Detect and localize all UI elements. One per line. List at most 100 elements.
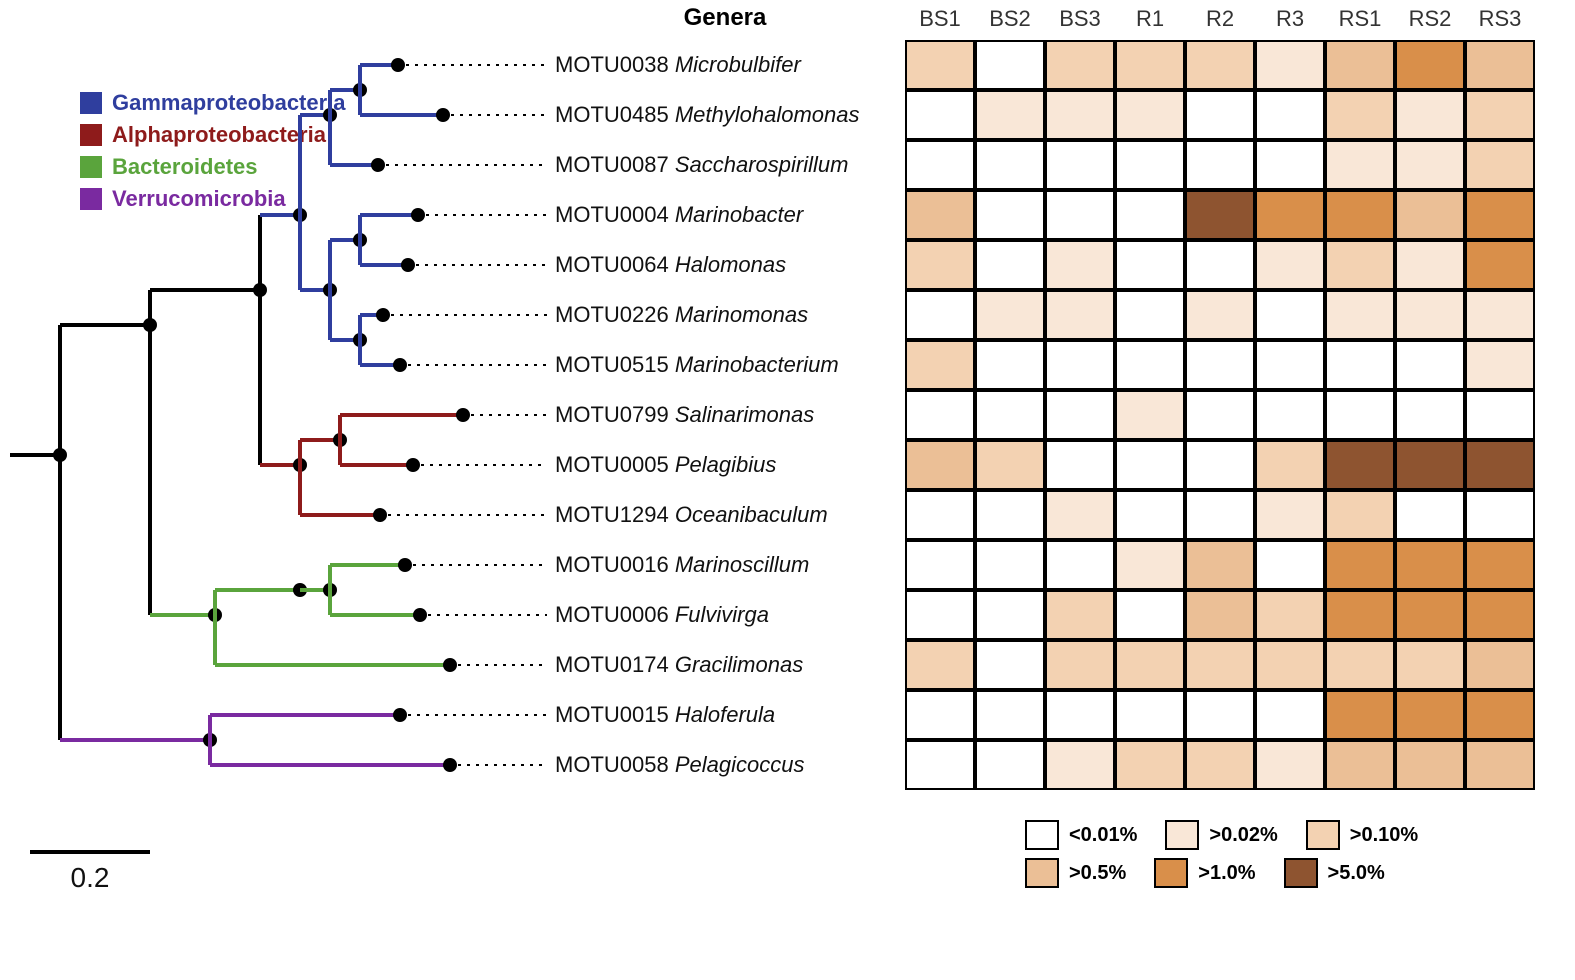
heatmap-cell — [1115, 590, 1185, 640]
heatmap-cell — [1325, 240, 1395, 290]
heatmap-cell — [1255, 540, 1325, 590]
heatmap-cell — [1045, 40, 1115, 90]
motu-id: MOTU0006 — [555, 602, 669, 627]
heatmap-cell — [1255, 240, 1325, 290]
motu-id: MOTU0038 — [555, 52, 669, 77]
heatmap-cell — [1185, 290, 1255, 340]
motu-id: MOTU0004 — [555, 202, 669, 227]
tree-node — [443, 758, 457, 772]
genus-name: Marinobacterium — [675, 352, 839, 377]
row-label: MOTU1294 Oceanibaculum — [555, 502, 828, 528]
heatmap-cell — [1255, 440, 1325, 490]
heatmap-cell — [1325, 690, 1395, 740]
heatmap-cell — [1045, 140, 1115, 190]
row-label: MOTU0015 Haloferula — [555, 702, 775, 728]
abundance-legend-item: >0.10% — [1306, 820, 1418, 850]
heatmap-cell — [1185, 690, 1255, 740]
heatmap-cell — [975, 240, 1045, 290]
heatmap-cell — [1045, 740, 1115, 790]
heatmap-cell — [1395, 390, 1465, 440]
heatmap-cell — [1045, 240, 1115, 290]
legend-label: <0.01% — [1069, 824, 1137, 847]
motu-id: MOTU0485 — [555, 102, 669, 127]
heatmap-cell — [905, 290, 975, 340]
legend-swatch — [1165, 820, 1199, 850]
heatmap-cell — [975, 490, 1045, 540]
row-label: MOTU0058 Pelagicoccus — [555, 752, 804, 778]
tree-node — [393, 708, 407, 722]
heatmap-cell — [1115, 390, 1185, 440]
heatmap-cell — [1115, 290, 1185, 340]
heatmap-cell — [905, 340, 975, 390]
column-header: BS3 — [1045, 6, 1115, 32]
heatmap-cell — [1325, 740, 1395, 790]
genus-name: Oceanibaculum — [675, 502, 828, 527]
column-header: RS2 — [1395, 6, 1465, 32]
tree-node — [371, 158, 385, 172]
motu-id: MOTU0015 — [555, 702, 669, 727]
column-header: R1 — [1115, 6, 1185, 32]
heatmap-cell — [1115, 440, 1185, 490]
motu-id: MOTU0058 — [555, 752, 669, 777]
heatmap-cell — [1395, 140, 1465, 190]
genus-name: Microbulbifer — [675, 52, 801, 77]
heatmap-cell — [1465, 90, 1535, 140]
genera-header: Genera — [615, 4, 835, 32]
heatmap-cell — [1255, 590, 1325, 640]
heatmap-cell — [1185, 740, 1255, 790]
heatmap-cell — [1395, 590, 1465, 640]
heatmap-cell — [1465, 190, 1535, 240]
heatmap-cell — [1185, 640, 1255, 690]
motu-id: MOTU0005 — [555, 452, 669, 477]
row-label: MOTU0006 Fulvivirga — [555, 602, 769, 628]
heatmap-cell — [905, 690, 975, 740]
legend-label: >0.10% — [1350, 824, 1418, 847]
heatmap-cell — [1465, 290, 1535, 340]
heatmap-cell — [1395, 490, 1465, 540]
heatmap-cell — [1115, 240, 1185, 290]
tree-node — [401, 258, 415, 272]
heatmap-cell — [1255, 140, 1325, 190]
abundance-legend-item: <0.01% — [1025, 820, 1137, 850]
heatmap-cell — [1115, 90, 1185, 140]
tree-node — [413, 608, 427, 622]
row-label: MOTU0005 Pelagibius — [555, 452, 776, 478]
heatmap-cell — [1185, 90, 1255, 140]
heatmap-cell — [975, 340, 1045, 390]
heatmap-cell — [1255, 740, 1325, 790]
scalebar-line — [30, 850, 150, 854]
heatmap-cell — [1185, 440, 1255, 490]
heatmap-cell — [1325, 540, 1395, 590]
tree-node — [443, 658, 457, 672]
heatmap-cell — [1395, 90, 1465, 140]
legend-swatch — [1306, 820, 1340, 850]
heatmap-cell — [975, 440, 1045, 490]
heatmap-cell — [1185, 40, 1255, 90]
heatmap-cell — [1465, 590, 1535, 640]
legend-label: >1.0% — [1198, 862, 1255, 885]
genus-name: Gracilimonas — [675, 652, 803, 677]
row-label: MOTU0004 Marinobacter — [555, 202, 803, 228]
heatmap-cell — [905, 90, 975, 140]
genus-name: Salinarimonas — [675, 402, 814, 427]
heatmap-cell — [1045, 590, 1115, 640]
heatmap-cell — [1465, 740, 1535, 790]
heatmap-cell — [1045, 540, 1115, 590]
heatmap-cell — [1325, 590, 1395, 640]
heatmap-cell — [1395, 190, 1465, 240]
legend-label: >0.5% — [1069, 862, 1126, 885]
row-label: MOTU0174 Gracilimonas — [555, 652, 803, 678]
heatmap-cell — [1185, 340, 1255, 390]
motu-id: MOTU0174 — [555, 652, 669, 677]
genus-name: Marinomonas — [675, 302, 808, 327]
row-label: MOTU0226 Marinomonas — [555, 302, 808, 328]
abundance-legend-item: >0.5% — [1025, 858, 1126, 888]
heatmap-cell — [1045, 290, 1115, 340]
abundance-legend-item: >1.0% — [1154, 858, 1255, 888]
legend-swatch — [1025, 820, 1059, 850]
heatmap-cell — [975, 390, 1045, 440]
heatmap-cell — [905, 640, 975, 690]
legend-swatch — [1154, 858, 1188, 888]
motu-id: MOTU0515 — [555, 352, 669, 377]
tree-node — [373, 508, 387, 522]
